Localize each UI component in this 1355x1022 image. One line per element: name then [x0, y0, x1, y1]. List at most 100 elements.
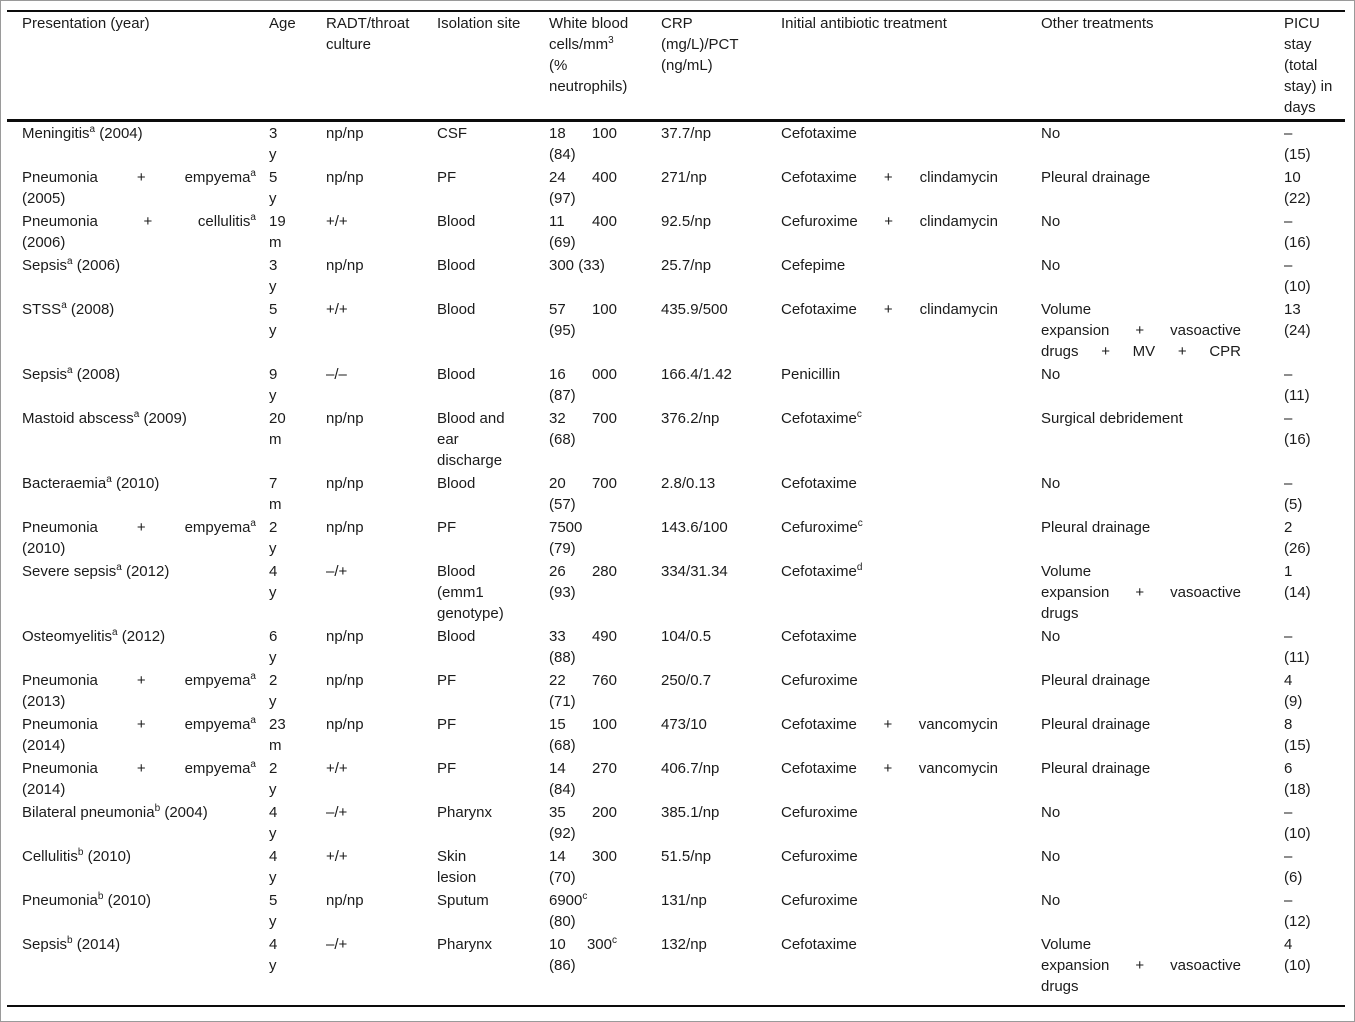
cell-line: 18 100 [549, 123, 617, 144]
cell-other: No [1041, 801, 1284, 845]
cell-line: 300 (33) [549, 257, 605, 274]
cell-word: + [136, 169, 146, 186]
cell-crp: 51.5/np [661, 845, 781, 889]
cell-line: Sepsisb (2014) [22, 935, 121, 954]
cell-line: 57 100 [549, 299, 617, 320]
cell-line: stay) in [1284, 78, 1333, 95]
cell-line: y [269, 781, 277, 798]
table-row: Sepsisa (2008) 9 y –/– Blood 16 000 (87) 166.4/1… [7, 363, 1345, 407]
cell-word: + [136, 716, 146, 733]
cell-radt: np/np [326, 254, 437, 298]
cell-line: Skin [437, 848, 467, 865]
cell-word: 700 [591, 475, 617, 492]
cell-line: –/– [326, 366, 347, 383]
cell-line: Blood [437, 366, 476, 383]
column-header-isolation: Isolation site [437, 11, 549, 121]
cell-line: 9 [269, 366, 278, 383]
cell-line: 13 [1284, 301, 1301, 318]
cell-line: (80) [549, 913, 576, 930]
cell-line: Pleural drainage [1041, 519, 1151, 536]
cell-word: + [136, 760, 146, 777]
cell-word: 280 [591, 563, 617, 580]
cell-other: Volume expansion + vasoactive drugs + MV + CPR [1041, 298, 1284, 363]
cell-isolation: Blood (emm1 genotype) [437, 560, 549, 625]
cell-crp: 25.7/np [661, 254, 781, 298]
cell-word: clindamycin [919, 213, 998, 230]
cell-line: CRP [661, 15, 693, 32]
cell-line: y [269, 278, 277, 295]
cell-word: + [143, 213, 153, 230]
cell-word: empyemaa [184, 671, 256, 690]
cell-presentation: Bilateral pneumoniab (2004) [7, 801, 269, 845]
cell-word: 100 [591, 301, 617, 318]
cell-line: 250/0.7 [661, 672, 712, 689]
cell-picu: 8 (15) [1284, 713, 1345, 757]
cell-isolation: Sputum [437, 889, 549, 933]
cell-line: 15 100 [549, 714, 617, 735]
cell-line: Cefotaxime + vancomycin [781, 714, 998, 735]
cell-line: PF [437, 169, 457, 186]
cell-line: Pleural drainage [1041, 169, 1151, 186]
cell-other: No [1041, 121, 1284, 167]
cell-word: 400 [591, 213, 617, 230]
cell-word: 700 [591, 410, 617, 427]
cell-radt: +/+ [326, 210, 437, 254]
cell-crp: 250/0.7 [661, 669, 781, 713]
cell-line: 2 [269, 519, 278, 536]
cell-line: 2 [1284, 519, 1293, 536]
cell-wbc: 32 700 (68) [549, 407, 661, 472]
cell-isolation: PF [437, 669, 549, 713]
cell-line: 2 [269, 760, 278, 777]
cell-word: drugs [1041, 343, 1079, 360]
cell-crp: 92.5/np [661, 210, 781, 254]
cell-presentation: Severe sepsisa (2012) [7, 560, 269, 625]
cell-wbc: 22 760 (71) [549, 669, 661, 713]
cell-other: Pleural drainage [1041, 757, 1284, 801]
cell-word: 300 [591, 848, 617, 865]
cell-line: +/+ [326, 213, 348, 230]
cell-presentation: Pneumoniab (2010) [7, 889, 269, 933]
cell-radt: np/np [326, 889, 437, 933]
cell-line: y [269, 825, 277, 842]
cell-word: Cefotaxime [781, 301, 857, 318]
cell-line: (92) [549, 825, 576, 842]
cell-line: 143.6/100 [661, 519, 728, 536]
cell-isolation: Skin lesion [437, 845, 549, 889]
cell-word: 14 [549, 760, 566, 777]
column-header-presentation: Presentation (year) [7, 11, 269, 121]
cell-line: Blood [437, 301, 476, 318]
cell-isolation: PF [437, 166, 549, 210]
cell-word: 16 [549, 366, 566, 383]
cell-isolation: Blood [437, 363, 549, 407]
cell-word: + [883, 169, 893, 186]
column-header-antibiotic: Initial antibiotic treatment [781, 11, 1041, 121]
cell-line: 25.7/np [661, 257, 712, 274]
cell-line: Osteomyelitisa (2012) [22, 627, 166, 646]
cell-line: 22 760 [549, 670, 617, 691]
cell-antibiotic: Cefotaxime [781, 625, 1041, 669]
cell-line: 4 [269, 936, 278, 953]
cell-line: 4 [1284, 936, 1293, 953]
table-row: Bilateral pneumoniab (2004) 4 y –/+ Pharynx 3… [7, 801, 1345, 845]
cell-other: Pleural drainage [1041, 166, 1284, 210]
cell-other: No [1041, 889, 1284, 933]
table-row: Pneumonia + empyemaa (2013) 2 y np/np PF 22 760 (7… [7, 669, 1345, 713]
cell-line: (24) [1284, 322, 1311, 339]
cell-line: Sepsisa (2008) [22, 365, 121, 384]
cell-line: (12) [1284, 913, 1311, 930]
cell-presentation: Sepsisa (2006) [7, 254, 269, 298]
cell-isolation: Blood [437, 298, 549, 363]
cell-line: 3 [269, 257, 278, 274]
cell-word: 270 [591, 760, 617, 777]
cell-wbc: 6900c (80) [549, 889, 661, 933]
cell-other: Pleural drainage [1041, 516, 1284, 560]
cell-antibiotic: Cefuroxime [781, 889, 1041, 933]
cell-line: Blood and [437, 410, 505, 427]
cell-line: 14 300 [549, 846, 617, 867]
cell-line: y [269, 190, 277, 207]
table-row: STSSa (2008) 5 y +/+ Blood 57 100 (95) 435.9/500… [7, 298, 1345, 363]
cell-line: np/np [326, 892, 364, 909]
cell-word: expansion [1041, 957, 1110, 974]
cell-line: lesion [437, 869, 477, 886]
